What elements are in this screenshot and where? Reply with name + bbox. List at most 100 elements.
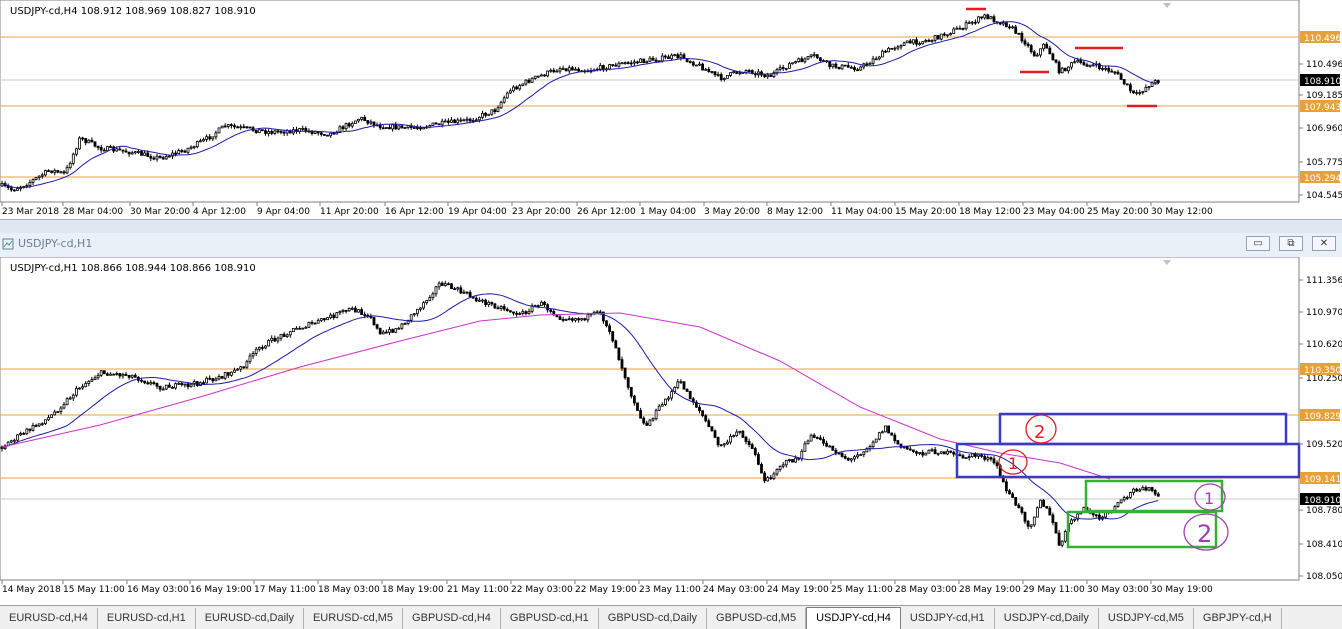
candle-body — [884, 425, 887, 433]
h4-chart[interactable]: USDJPY-cd,H4 108.912 108.969 108.827 108… — [0, 0, 1342, 220]
candle-body — [648, 57, 652, 62]
time-axis-label: 29 May 11:00 — [1023, 585, 1085, 595]
candle-body — [344, 123, 348, 130]
candle-body — [217, 127, 221, 134]
time-axis-label: 3 May 20:00 — [704, 207, 760, 217]
candle-body — [388, 127, 391, 130]
chart-tab[interactable]: GBPUSD-cd,M5 — [707, 608, 807, 629]
candle-body — [1020, 32, 1024, 42]
candle-body — [350, 307, 354, 310]
candle-body — [1094, 514, 1098, 517]
candle-body — [518, 313, 522, 315]
candle-body — [512, 311, 515, 314]
candle-body — [636, 61, 639, 64]
candle-body — [524, 79, 528, 85]
chart-tab[interactable]: GBPUSD-cd,H4 — [403, 608, 501, 629]
candle-body — [369, 121, 373, 124]
candle-body — [146, 152, 150, 157]
candle-body — [397, 327, 401, 330]
h1-chart[interactable]: USDJPY-cd,H1 108.866 108.944 108.866 108… — [0, 256, 1342, 605]
candle-body — [1147, 86, 1151, 88]
chart-tab[interactable]: EURUSD-cd,H1 — [98, 608, 196, 629]
chart-tab[interactable]: USDJPY-cd,Daily — [995, 608, 1099, 629]
candle-body — [59, 171, 63, 174]
candle-body — [1051, 514, 1055, 523]
candle-body — [229, 371, 233, 376]
candle-body — [25, 185, 29, 187]
candle-body — [248, 355, 252, 363]
candle-body — [1098, 514, 1101, 520]
candle-body — [319, 132, 323, 135]
candle-body — [859, 454, 863, 456]
time-axis-label: 28 May 19:00 — [959, 585, 1021, 595]
candle-body — [415, 308, 419, 315]
candle-body — [955, 27, 959, 30]
candle-body — [1119, 73, 1123, 80]
candle-body — [645, 60, 649, 63]
candle-body — [781, 464, 785, 467]
candle-body — [524, 311, 528, 314]
candle-body — [1060, 67, 1064, 74]
chart-tab[interactable]: GBPJPY-cd,H — [1194, 608, 1282, 629]
chart-tab[interactable]: USDJPY-cd,H1 — [901, 608, 995, 629]
candle-body — [75, 148, 78, 155]
candle-body — [629, 62, 633, 65]
chart-tab[interactable]: EURUSD-cd,H4 — [0, 608, 98, 629]
chart-tab-bar: EURUSD-cd,H4 EURUSD-cd,H1 EURUSD-cd,Daily E… — [0, 605, 1342, 629]
price-axis-label: 105.775 — [1306, 158, 1342, 168]
candle-body — [140, 379, 143, 382]
candle-body — [384, 127, 388, 129]
candle-body — [933, 449, 937, 455]
resistance-zone-box-lower[interactable] — [955, 442, 1301, 479]
time-axis-label: 9 Apr 04:00 — [257, 207, 310, 217]
candle-body — [791, 62, 794, 65]
dropdown-triangle-icon[interactable] — [1163, 3, 1171, 8]
candle-body — [1132, 90, 1135, 94]
h1-window-header[interactable]: USDJPY-cd,H1 ▭ ⧉ ✕ — [0, 233, 1342, 258]
candle-body — [877, 56, 881, 60]
candle-body — [1045, 43, 1049, 49]
candle-body — [1054, 522, 1058, 534]
level-price-label: 109.829 — [1304, 412, 1341, 422]
chart-tab[interactable]: EURUSD-cd,M5 — [304, 608, 404, 629]
candle-body — [487, 113, 491, 116]
candle-body — [96, 145, 100, 148]
candle-body — [574, 68, 577, 71]
candle-body — [456, 287, 460, 290]
chart-tab[interactable]: USDJPY-cd,H4 — [806, 607, 901, 629]
candle-body — [316, 319, 320, 324]
candle-body — [859, 66, 863, 71]
candle-body — [676, 381, 680, 388]
range-box-lower[interactable] — [1066, 510, 1218, 549]
candle-body — [865, 63, 869, 66]
candle-body — [465, 118, 469, 121]
chart-tab[interactable]: USDJPY-cd,M5 — [1099, 608, 1194, 629]
candle-body — [109, 373, 112, 376]
candle-body — [701, 410, 704, 416]
candle-body — [828, 60, 832, 67]
annotation-circle — [1194, 483, 1226, 511]
candle-body — [543, 301, 546, 306]
candle-body — [99, 370, 103, 376]
candle-body — [53, 170, 57, 173]
chart-tab[interactable]: GBPUSD-cd,H1 — [501, 608, 599, 629]
slow-moving-average-line — [1, 312, 1111, 480]
h4-chart-window[interactable]: USDJPY-cd,H4 108.912 108.969 108.827 108… — [0, 0, 1342, 220]
candle-body — [226, 124, 230, 127]
candle-body — [341, 126, 345, 130]
h1-chart-window[interactable]: USDJPY-cd,H1 108.866 108.944 108.866 108… — [0, 256, 1342, 605]
chart-tab[interactable]: EURUSD-cd,Daily — [196, 608, 304, 629]
restore-button[interactable]: ⧉ — [1279, 236, 1303, 251]
candle-body — [586, 314, 590, 321]
candle-body — [481, 299, 484, 302]
candle-body — [208, 377, 212, 380]
time-axis-label: 18 May 12:00 — [959, 207, 1021, 217]
dropdown-triangle-icon[interactable] — [1163, 260, 1171, 265]
candle-body — [329, 132, 333, 137]
close-button[interactable]: ✕ — [1312, 236, 1336, 251]
minimize-button[interactable]: ▭ — [1246, 236, 1270, 251]
chart-tab[interactable]: GBPUSD-cd,Daily — [599, 608, 708, 629]
candle-body — [468, 118, 472, 122]
candle-body — [121, 149, 125, 152]
candle-body — [431, 122, 435, 126]
